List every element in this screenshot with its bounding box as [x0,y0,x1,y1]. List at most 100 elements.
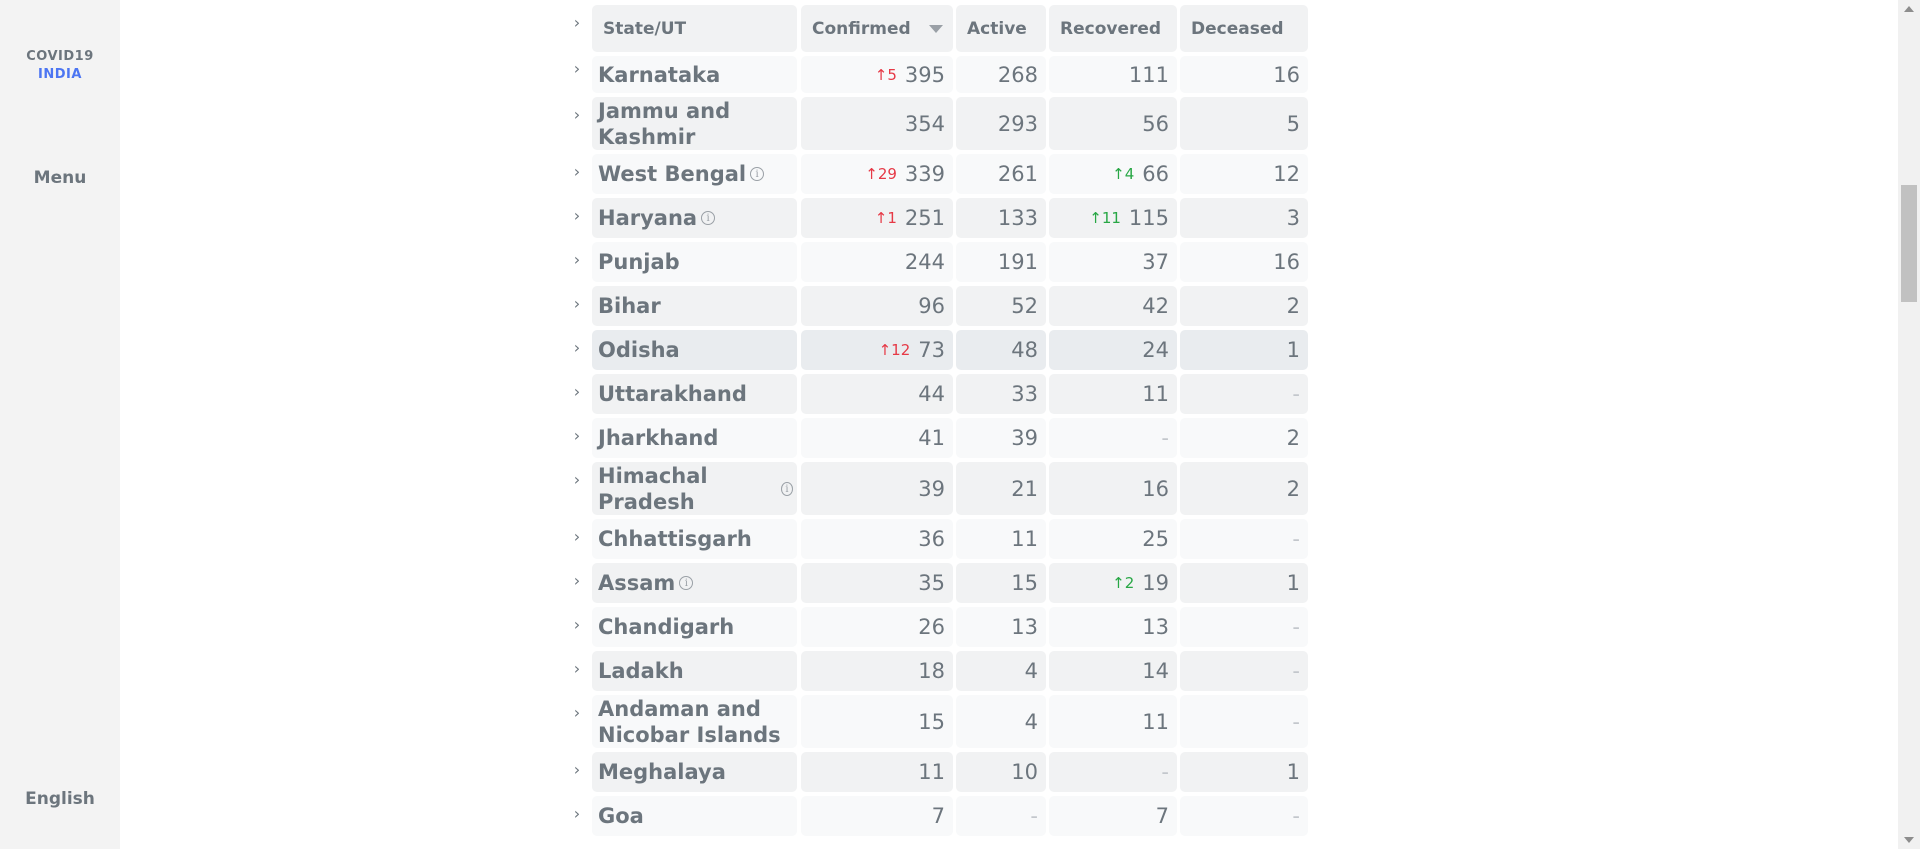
deceased-cell-value: 16 [1273,250,1300,274]
active-cell-value: 191 [997,250,1038,274]
chevron-right-icon[interactable]: › [573,161,581,181]
active-cell-value: 13 [1011,615,1038,639]
scroll-up-icon[interactable] [1904,6,1914,12]
table-row[interactable]: › Punjab 244 191 37 16 [560,242,1308,286]
info-icon[interactable]: i [701,211,716,225]
confirmed-cell: ↑5 395 [801,56,953,93]
header-active[interactable]: Active [956,5,1046,52]
state-name-cell[interactable]: Goa [592,796,797,836]
recovered-cell: ↑2 19 [1049,563,1177,603]
table-row[interactable]: › Ladakh 18 4 14 - [560,651,1308,695]
chevron-right-icon[interactable]: › [573,12,581,32]
state-name-cell[interactable]: Punjab [592,242,797,282]
state-name-cell[interactable]: Jammu and Kashmir [592,97,797,150]
state-name-cell[interactable]: Andaman and Nicobar Islands [592,695,797,748]
chevron-right-icon[interactable]: › [573,337,581,357]
table-row[interactable]: › Jharkhand 41 39 - 2 [560,418,1308,462]
state-name-cell[interactable]: Ladakh [592,651,797,691]
info-icon[interactable]: i [679,576,694,590]
state-name-cell[interactable]: Uttarakhand [592,374,797,414]
arrow-up-icon: ↑ [874,65,888,84]
language-switcher[interactable]: English [25,789,95,809]
chevron-right-icon[interactable]: › [573,249,581,269]
header-confirmed[interactable]: Confirmed [801,5,953,52]
recovered-cell: 14 [1049,651,1177,691]
table-row[interactable]: › Chandigarh 26 13 13 - [560,607,1308,651]
state-name-cell[interactable]: Chandigarh [592,607,797,647]
chevron-right-icon[interactable]: › [573,526,581,546]
table-row[interactable]: › Karnataka ↑5 395 268 111 16 [560,41,1308,97]
state-name-cell[interactable]: Chhattisgarh [592,519,797,559]
table-row[interactable]: › West Bengal i ↑29 339 261 ↑4 66 12 [560,154,1308,198]
state-name-cell[interactable]: Jharkhand [592,418,797,458]
chevron-right-icon[interactable]: › [573,381,581,401]
table-row[interactable]: › Jammu and Kashmir 354 293 56 5 [560,97,1308,154]
chevron-right-icon[interactable]: › [573,570,581,590]
state-name-cell[interactable]: Assam i [592,563,797,603]
chevron-right-icon[interactable]: › [573,205,581,225]
state-name-cell[interactable]: West Bengal i [592,154,797,194]
table-row[interactable]: › Assam i 35 15 ↑2 19 1 [560,563,1308,607]
state-name-cell[interactable]: Bihar [592,286,797,326]
chevron-right-icon[interactable]: › [573,293,581,313]
chevron-right-icon[interactable]: › [573,469,581,489]
table-header-row: › State/UT Confirmed Active Recovered De… [560,5,1308,56]
scrollbar-thumb[interactable] [1901,185,1917,302]
active-cell: 293 [956,97,1046,150]
state-name: Odisha [598,338,680,362]
state-name: Uttarakhand [598,382,747,406]
table-row[interactable]: › Andaman and Nicobar Islands 15 4 11 - [560,695,1308,752]
confirmed-cell-value: 73 [918,338,945,362]
deceased-cell: 2 [1180,418,1308,458]
header-active-label: Active [967,18,1027,39]
table-row[interactable]: › Chhattisgarh 36 11 25 - [560,519,1308,563]
table-row[interactable]: › Uttarakhand 44 33 11 - [560,374,1308,418]
info-icon[interactable]: i [750,167,765,181]
recovered-cell: ↑4 66 [1049,154,1177,194]
state-name-cell[interactable]: Himachal Pradesh i [592,462,797,515]
confirmed-cell-value: 41 [918,426,945,450]
state-name-cell[interactable]: Odisha [592,330,797,370]
table-row[interactable]: › Haryana i ↑1 251 133 ↑11 115 3 [560,198,1308,242]
info-icon[interactable]: i [780,481,793,496]
chevron-right-icon[interactable]: › [573,658,581,678]
state-name-cell[interactable]: Karnataka [592,56,797,93]
active-cell: 33 [956,374,1046,414]
deceased-cell: 5 [1180,97,1308,150]
header-state[interactable]: State/UT [592,5,797,52]
state-name: Assam [598,571,676,595]
sort-down-icon [928,24,943,33]
chevron-right-icon[interactable]: › [573,104,581,124]
active-cell-value: 293 [997,111,1038,136]
recovered-cell-value: 37 [1142,250,1169,274]
active-cell-value: 261 [997,162,1038,186]
chevron-right-icon[interactable]: › [573,614,581,634]
table-row[interactable]: › Goa 7 - 7 - [560,796,1308,840]
table-row[interactable]: › Himachal Pradesh i 39 21 16 2 [560,462,1308,519]
chevron-right-icon[interactable]: › [573,702,581,722]
state-name-cell[interactable]: Meghalaya [592,752,797,792]
menu-button[interactable]: Menu [33,168,87,188]
scroll-down-icon[interactable] [1904,837,1914,843]
chevron-right-icon[interactable]: › [573,425,581,445]
confirmed-cell: ↑1 251 [801,198,953,238]
chevron-right-icon[interactable]: › [573,803,581,823]
deceased-cell-value: - [1292,527,1300,551]
chevron-right-icon[interactable]: › [573,759,581,779]
confirmed-cell: ↑29 339 [801,154,953,194]
deceased-cell: - [1180,519,1308,559]
scrollbar[interactable] [1898,0,1920,849]
table-row[interactable]: › Bihar 96 52 42 2 [560,286,1308,330]
active-cell-value: 133 [997,206,1038,230]
chevron-right-icon[interactable]: › [573,58,581,78]
active-cell: 4 [956,651,1046,691]
recovered-cell: 42 [1049,286,1177,326]
logo-india: INDIA [38,67,82,82]
logo-covid19: COVID19 [26,49,94,64]
app-logo[interactable]: COVID19 INDIA [0,48,120,84]
table-row[interactable]: › Meghalaya 11 10 - 1 [560,752,1308,796]
table-row[interactable]: › Odisha ↑12 73 48 24 1 [560,330,1308,374]
header-deceased[interactable]: Deceased [1180,5,1308,52]
header-recovered[interactable]: Recovered [1049,5,1177,52]
state-name-cell[interactable]: Haryana i [592,198,797,238]
